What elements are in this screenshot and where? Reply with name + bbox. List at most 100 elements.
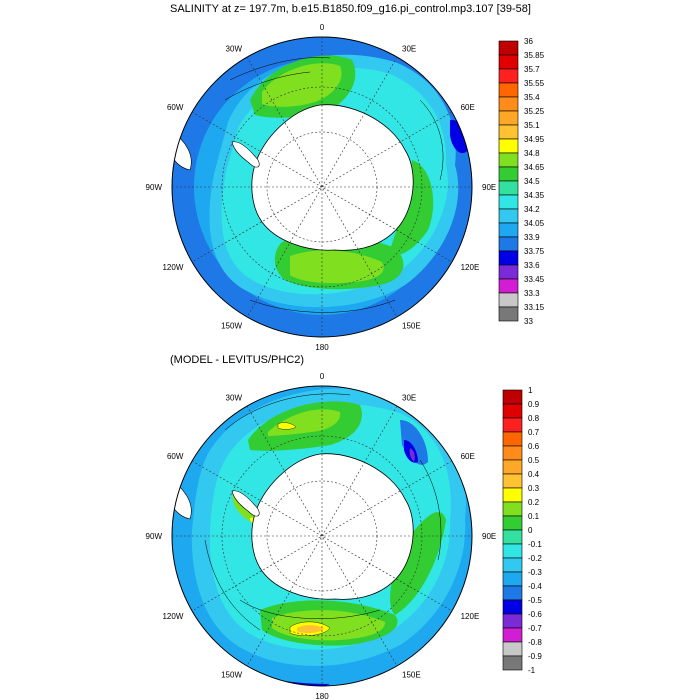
- colorbar-box: [498, 180, 519, 196]
- top-colorbar: 36 35.85 35.7 35.55 35.4 35.25 35.1 34.95 34.8 34…: [498, 37, 545, 326]
- colorbar-box: [498, 68, 519, 84]
- colorbar-label: 34.35: [524, 191, 545, 200]
- colorbar-box: [498, 152, 519, 168]
- colorbar-label: 33.9: [524, 233, 540, 242]
- colorbar-label: 33: [524, 317, 533, 326]
- colorbar-box: [502, 459, 523, 475]
- lon-label-60w: 60W: [167, 452, 184, 461]
- colorbar-label: 34.8: [524, 149, 540, 158]
- colorbar-box: [502, 585, 523, 601]
- lon-label-180: 180: [315, 343, 329, 352]
- lon-label-150w: 150W: [221, 322, 242, 331]
- colorbar-box: [502, 515, 523, 531]
- colorbar-box: [502, 487, 523, 503]
- lon-label-150e: 150E: [402, 322, 421, 331]
- lon-label-180: 180: [315, 692, 329, 700]
- colorbar-label: -0.1: [528, 540, 542, 549]
- colorbar-box: [498, 306, 519, 322]
- colorbar-label: 0.1: [528, 512, 540, 521]
- colorbar-box: [502, 529, 523, 545]
- colorbar-label: -0.2: [528, 554, 542, 563]
- lon-label-90w: 90W: [146, 183, 163, 192]
- colorbar-label: 36: [524, 37, 533, 46]
- lon-label-60e: 60E: [461, 103, 475, 112]
- colorbar-box: [498, 194, 519, 210]
- colorbar-label: -0.3: [528, 568, 542, 577]
- colorbar-label: 35.7: [524, 65, 540, 74]
- colorbar-label: 33.6: [524, 261, 540, 270]
- lon-label-120w: 120W: [162, 612, 183, 621]
- colorbar-label: 0.9: [528, 400, 540, 409]
- colorbar-label: 33.75: [524, 247, 545, 256]
- colorbar-label: 34.5: [524, 177, 540, 186]
- lon-label-30w: 30W: [226, 393, 243, 402]
- colorbar-label: 0.8: [528, 414, 540, 423]
- lon-label-0: 0: [320, 372, 325, 381]
- colorbar-box: [502, 473, 523, 489]
- colorbar-box: [498, 222, 519, 238]
- colorbar-label: -0.4: [528, 582, 542, 591]
- colorbar-label: 0.3: [528, 484, 540, 493]
- colorbar-box: [498, 264, 519, 280]
- colorbar-label: 35.25: [524, 107, 545, 116]
- colorbar-box: [502, 627, 523, 643]
- colorbar-box: [502, 501, 523, 517]
- colorbar-box: [498, 166, 519, 182]
- top-map-title: SALINITY at z= 197.7m, b.e15.B1850.f09_g…: [170, 3, 531, 15]
- colorbar-label: 34.05: [524, 219, 545, 228]
- colorbar-label: -0.6: [528, 610, 542, 619]
- colorbar-label: 34.2: [524, 205, 540, 214]
- colorbar-box: [498, 110, 519, 126]
- colorbar-box: [502, 389, 523, 405]
- colorbar-label: -0.5: [528, 596, 542, 605]
- colorbar-box: [502, 403, 523, 419]
- colorbar-label: 34.65: [524, 163, 545, 172]
- colorbar-label: 35.55: [524, 79, 545, 88]
- bottom-map-title: (MODEL - LEVITUS/PHC2): [170, 354, 305, 366]
- colorbar-box: [498, 138, 519, 154]
- lon-label-60e: 60E: [461, 452, 475, 461]
- colorbar-label: 0.2: [528, 498, 540, 507]
- lon-label-150e: 150E: [402, 671, 421, 680]
- colorbar-label: 0.6: [528, 442, 540, 451]
- colorbar-label: 33.15: [524, 303, 545, 312]
- bottom-polar-map: 0 30E 60E 90E 120E 150E 180 150W 120W 90W 60W 30W: [146, 372, 497, 700]
- colorbar-box: [498, 236, 519, 252]
- colorbar-label: -0.9: [528, 652, 542, 661]
- colorbar-box: [502, 417, 523, 433]
- colorbar-label: 35.85: [524, 51, 545, 60]
- colorbar-label: 0.7: [528, 428, 540, 437]
- colorbar-label: 33.3: [524, 289, 540, 298]
- colorbar-box: [502, 543, 523, 559]
- colorbar-box: [502, 557, 523, 573]
- colorbar-box: [498, 250, 519, 266]
- colorbar-box: [498, 292, 519, 308]
- colorbar-label: 0.4: [528, 470, 540, 479]
- colorbar-label: 35.4: [524, 93, 540, 102]
- lon-label-0: 0: [320, 23, 325, 32]
- colorbar-box: [498, 40, 519, 56]
- lon-label-150w: 150W: [221, 671, 242, 680]
- colorbar-box: [498, 208, 519, 224]
- lon-label-120e: 120E: [461, 263, 480, 272]
- colorbar-label: 34.95: [524, 135, 545, 144]
- colorbar-label: -0.7: [528, 624, 542, 633]
- colorbar-label: 1: [528, 386, 533, 395]
- colorbar-label: 0: [528, 526, 533, 535]
- colorbar-label: 35.1: [524, 121, 540, 130]
- colorbar-box: [502, 571, 523, 587]
- lon-label-90e: 90E: [482, 532, 496, 541]
- colorbar-box: [498, 54, 519, 70]
- bottom-colorbar: 1 0.9 0.8 0.7 0.6 0.5 0.4 0.3 0.2 0.1 0 -0.1 -0.2 -0.…: [502, 386, 542, 675]
- colorbar-label: -1: [528, 666, 536, 675]
- colorbar-label: 0.5: [528, 456, 540, 465]
- colorbar-box: [502, 641, 523, 657]
- lon-label-90w: 90W: [146, 532, 163, 541]
- lon-label-90e: 90E: [482, 183, 496, 192]
- lon-label-30e: 30E: [402, 44, 416, 53]
- colorbar-box: [502, 431, 523, 447]
- colorbar-box: [502, 599, 523, 615]
- lon-label-30w: 30W: [226, 44, 243, 53]
- colorbar-box: [498, 124, 519, 140]
